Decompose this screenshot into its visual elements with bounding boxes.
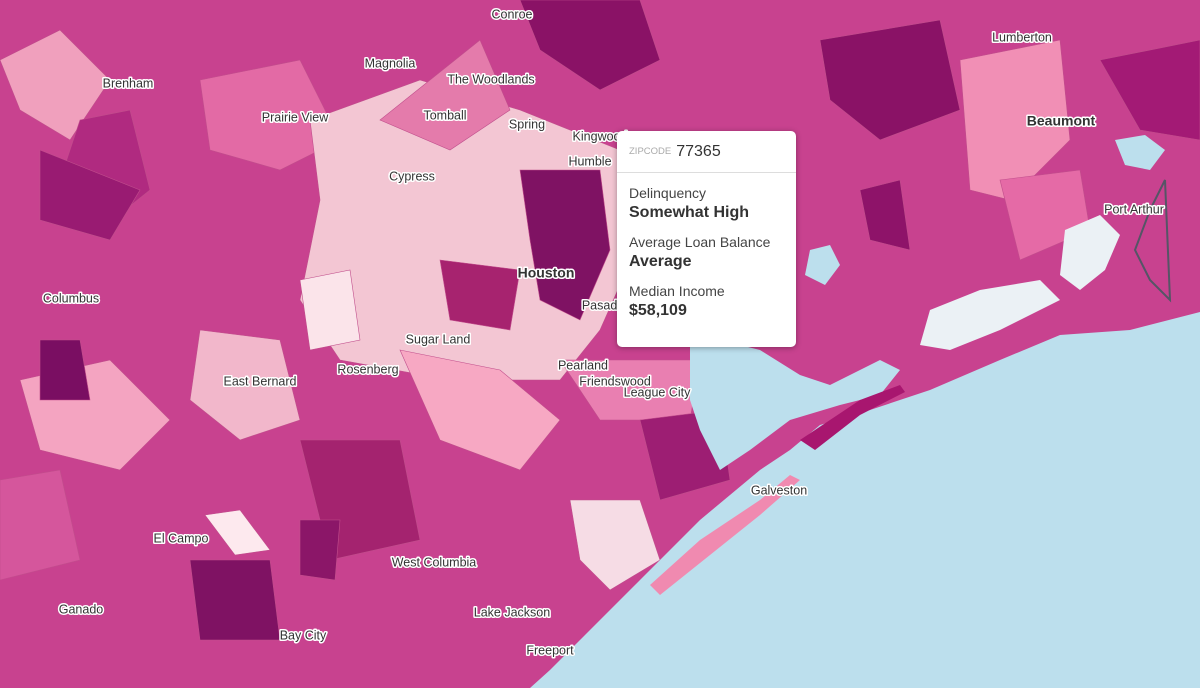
zip-region: [379, 39, 511, 151]
place-label: Galveston: [751, 483, 807, 497]
tooltip-key-label: ZIPCODE: [629, 146, 672, 157]
place-label: Humble: [568, 154, 611, 168]
tooltip-rows: Delinquency Somewhat High Average Loan Bal…: [617, 185, 796, 320]
zip-region: [1099, 39, 1200, 141]
place-label: League City: [624, 385, 691, 399]
zip-region: [439, 259, 521, 331]
labels: Conroe Lumberton Brenham Magnolia The Woodla…: [41, 6, 1165, 659]
place-label: Freeport: [526, 643, 574, 657]
peninsula: [1060, 215, 1120, 290]
place-label: Spring: [509, 117, 545, 131]
river: [1133, 179, 1172, 303]
zip-region: [569, 499, 661, 591]
place-label: Tomball: [423, 108, 466, 122]
place-label: Cypress: [389, 169, 435, 183]
zip-region: [859, 179, 911, 251]
place-label: Friendswood: [579, 374, 651, 388]
place-label: Sugar Land: [406, 332, 471, 346]
zip-region: [0, 469, 81, 581]
zip-region: [189, 329, 301, 441]
zip-region: [189, 559, 281, 641]
zip-region: [199, 59, 341, 171]
place-label: Lumberton: [992, 30, 1052, 44]
place-label: The Woodlands: [447, 72, 534, 86]
peninsula: [920, 280, 1060, 350]
place-label: Houston: [518, 265, 575, 281]
zip-region: [519, 0, 661, 91]
zip-region: [299, 269, 361, 351]
zip-region: [0, 29, 111, 141]
zip-region: [299, 519, 341, 581]
place-label: Ganado: [59, 602, 104, 616]
zip-region: [819, 19, 961, 141]
zip-region: [399, 349, 561, 471]
place-label: Rosenberg: [337, 362, 398, 376]
zip-region: [39, 339, 91, 401]
bay-water: [690, 340, 900, 470]
place-label: Prairie View: [262, 110, 329, 124]
gulf-water: [530, 312, 1200, 688]
place-label: East Bernard: [224, 374, 297, 388]
place-label: Magnolia: [365, 56, 416, 70]
tooltip-row-value: Somewhat High: [629, 204, 750, 221]
zip-region: [39, 149, 141, 241]
bay-water: [805, 245, 840, 285]
place-label: Port Arthur: [1104, 202, 1164, 216]
place-label: West Columbia: [392, 555, 477, 569]
place-label: Brenham: [103, 76, 154, 90]
tooltip-row-label: Average Loan Balance: [629, 234, 771, 250]
bay-water: [1115, 135, 1165, 170]
place-label: Lake Jackson: [474, 605, 550, 619]
tooltip-header: ZIPCODE 77365: [617, 131, 796, 173]
tooltip-row-value: Average: [629, 253, 692, 270]
place-label: Kingwood: [573, 129, 628, 143]
tooltip-row-label: Median Income: [629, 283, 725, 299]
island: [800, 385, 905, 450]
place-label: Pearland: [558, 358, 608, 372]
tooltip-key: 77365: [676, 142, 721, 160]
tooltip-row-value: $58,109: [629, 302, 687, 319]
place-label: Columbus: [43, 291, 99, 305]
island: [650, 475, 800, 595]
zip-region: [519, 169, 611, 321]
place-label: Bay City: [280, 628, 327, 642]
place-label: Conroe: [492, 7, 533, 21]
zip-region: [959, 39, 1071, 201]
place-label: Beaumont: [1027, 113, 1096, 129]
tooltip-row-label: Delinquency: [629, 185, 707, 201]
regions: [0, 0, 1200, 661]
place-label: El Campo: [154, 531, 209, 545]
tooltip: ZIPCODE 77365 Delinquency Somewhat High Av…: [617, 131, 796, 347]
zip-region: [204, 509, 271, 556]
